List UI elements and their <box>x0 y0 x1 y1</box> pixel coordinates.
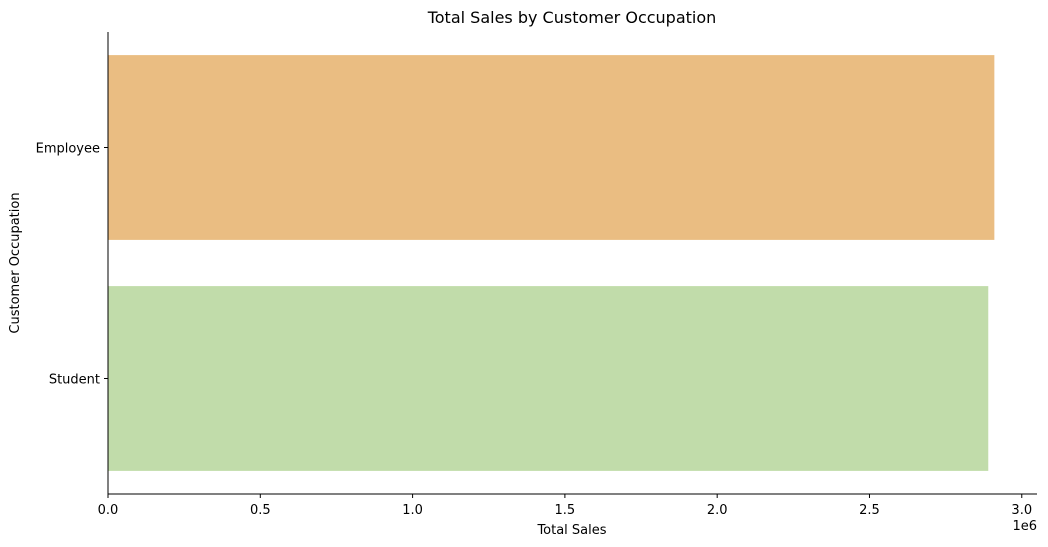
x-tick-label: 0.5 <box>250 503 271 518</box>
x-tick-label: 1.5 <box>555 503 576 518</box>
y-tick-label-employee: Employee <box>36 142 100 157</box>
x-axis-label: Total Sales <box>536 523 606 538</box>
x-scale-label: 1e6 <box>1012 519 1037 534</box>
x-tick-label: 2.0 <box>707 503 728 518</box>
bar-employee <box>108 55 995 240</box>
y-tick-label-student: Student <box>49 373 100 388</box>
x-tick-label: 1.0 <box>402 503 423 518</box>
bar-student <box>108 286 989 471</box>
x-ticks-group: 0.0 0.5 1.0 1.5 2.0 2.5 3.0 <box>98 494 1032 518</box>
bars-group <box>108 55 995 471</box>
x-tick-label: 2.5 <box>859 503 880 518</box>
x-tick-label: 0.0 <box>98 503 119 518</box>
x-tick-label: 3.0 <box>1011 503 1032 518</box>
chart-title: Total Sales by Customer Occupation <box>427 8 717 27</box>
y-axis-label: Customer Occupation <box>8 192 23 333</box>
y-ticks-group: Employee Student <box>36 142 108 388</box>
